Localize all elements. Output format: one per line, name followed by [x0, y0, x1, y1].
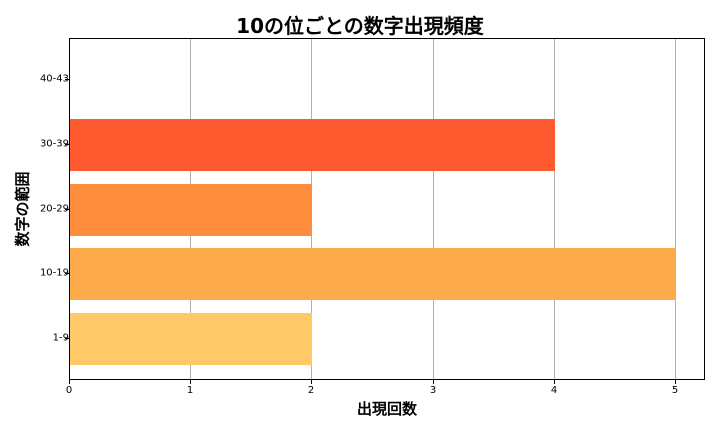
x-tick-mark [554, 380, 555, 384]
x-axis-label: 出現回数 [356, 400, 417, 418]
y-tick-label: 40-43 [39, 73, 69, 85]
x-tick-mark [675, 380, 676, 384]
bar-10-19 [70, 248, 676, 301]
x-tick-mark [190, 380, 191, 384]
x-tick-label: 0 [65, 385, 73, 396]
y-tick-mark [65, 79, 69, 80]
x-gridline [675, 39, 676, 379]
chart-title: 10の位ごとの数字出現頻度 [236, 14, 484, 38]
bar-1-9 [70, 313, 313, 365]
y-tick-mark [65, 144, 69, 145]
x-tick-label: 3 [429, 385, 437, 396]
x-tick-mark [433, 380, 434, 384]
x-tick-label: 4 [550, 385, 558, 396]
y-tick-label: 20-29 [39, 203, 69, 214]
x-gridline [433, 39, 434, 379]
y-tick-label: 30-39 [39, 138, 69, 150]
bar-30-39 [70, 118, 555, 171]
y-tick-mark [65, 338, 69, 339]
x-tick-mark [311, 380, 312, 384]
y-axis-label: 数字の範囲 [13, 171, 32, 247]
x-tick-label: 5 [671, 385, 679, 396]
y-tick-mark [65, 273, 69, 274]
x-tick-mark [69, 380, 70, 384]
y-tick-label: 1-9 [52, 332, 69, 344]
y-tick-label: 10-19 [39, 267, 69, 279]
y-tick-mark [65, 209, 69, 210]
x-gridline [554, 39, 555, 379]
bar-20-29 [70, 183, 313, 236]
x-tick-label: 2 [307, 385, 315, 396]
plot-area [69, 38, 705, 380]
x-tick-label: 1 [186, 385, 194, 396]
